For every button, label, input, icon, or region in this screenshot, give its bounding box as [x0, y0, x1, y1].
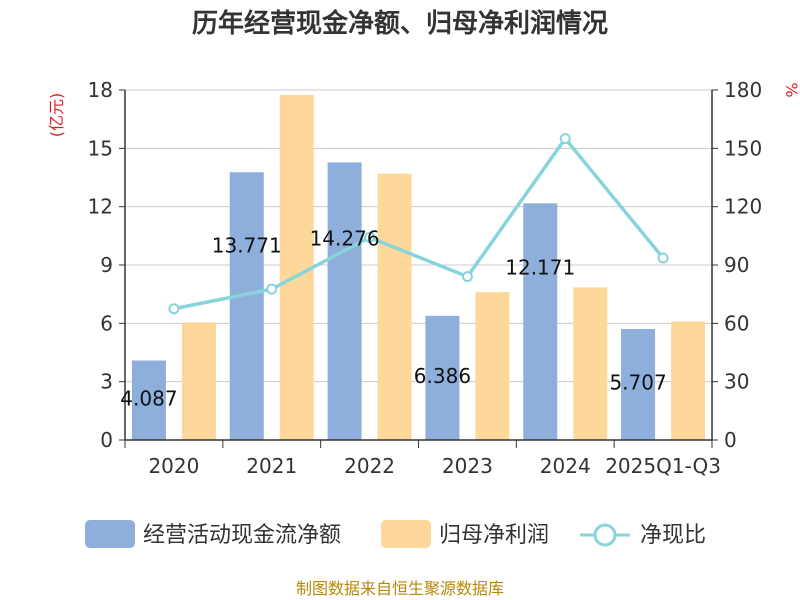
data-label-cashflow: 14.276 [310, 227, 380, 251]
left-axis-tick-label: 9 [100, 253, 113, 277]
ratio-point [657, 252, 669, 264]
right-axis-unit: % [782, 82, 800, 97]
ratio-point [364, 231, 376, 243]
right-axis-tick-label: 0 [724, 428, 737, 452]
ratio-point [266, 283, 278, 295]
chart-title: 历年经营现金净额、归母净利润情况 [192, 8, 608, 39]
left-axis-tick-label: 0 [100, 428, 113, 452]
right-axis-tick-label: 150 [724, 136, 762, 160]
left-axis-tick-label: 6 [100, 311, 113, 335]
bar-netprofit [279, 94, 314, 440]
bar-netprofit [377, 173, 412, 440]
legend-label-ratio: 净现比 [640, 523, 706, 548]
x-axis-tick-label: 2025Q1-Q3 [605, 454, 721, 478]
right-axis-tick-label: 30 [724, 370, 749, 394]
bar-cashflow [425, 315, 460, 440]
x-axis-tick-label: 2023 [442, 454, 493, 478]
bar-cashflow [621, 329, 656, 440]
data-label-cashflow: 12.171 [505, 255, 575, 279]
left-axis-tick-label: 3 [100, 370, 113, 394]
data-label-cashflow: 5.707 [609, 371, 666, 395]
bar-cashflow [523, 203, 558, 440]
bar-cashflow [229, 172, 264, 440]
legend-marker-ratio [593, 523, 617, 547]
legend-label-netprofit: 归母净利润 [439, 523, 549, 548]
x-axis-tick-label: 2024 [540, 454, 591, 478]
left-axis-tick-label: 12 [88, 195, 113, 219]
ratio-point [168, 303, 180, 315]
legend-swatch-cashflow [85, 520, 135, 548]
gridlines [125, 89, 712, 383]
bar-cashflow [131, 360, 166, 440]
source-note: 制图数据来自恒生聚源数据库 [296, 579, 504, 598]
x-axis-tick-label: 2022 [344, 454, 395, 478]
right-axis-tick-label: 120 [724, 195, 762, 219]
left-axis-tick-label: 18 [88, 78, 113, 102]
left-axis-unit: (亿元) [47, 93, 66, 138]
ratio-point [559, 133, 571, 145]
bar-netprofit [181, 322, 216, 440]
bar-netprofit [573, 287, 608, 440]
x-axis-tick-label: 2021 [246, 454, 297, 478]
data-label-cashflow: 6.386 [414, 364, 471, 388]
right-axis-tick-label: 180 [724, 78, 762, 102]
legend-label-cashflow: 经营活动现金流净额 [143, 523, 341, 548]
bar-group [131, 94, 706, 440]
ratio-point [461, 271, 473, 283]
bar-cashflow [327, 162, 362, 440]
legend-swatch-netprofit [381, 520, 431, 548]
bar-netprofit [475, 292, 510, 440]
ratio-line-group [168, 133, 669, 315]
right-axis-tick-label: 60 [724, 311, 749, 335]
data-label-cashflow: 13.771 [212, 234, 282, 258]
data-labels: 4.087 13.771 14.276 6.386 12.171 5.707 [120, 227, 666, 411]
left-axis-tick-label: 15 [88, 136, 113, 160]
legend: 经营活动现金流净额 归母净利润 净现比 [85, 520, 706, 548]
right-axis-tick-label: 90 [724, 253, 749, 277]
ratio-line [173, 135, 665, 311]
x-axis-tick-label: 2020 [148, 454, 199, 478]
bar-netprofit [671, 321, 706, 440]
data-label-cashflow: 4.087 [120, 386, 177, 410]
